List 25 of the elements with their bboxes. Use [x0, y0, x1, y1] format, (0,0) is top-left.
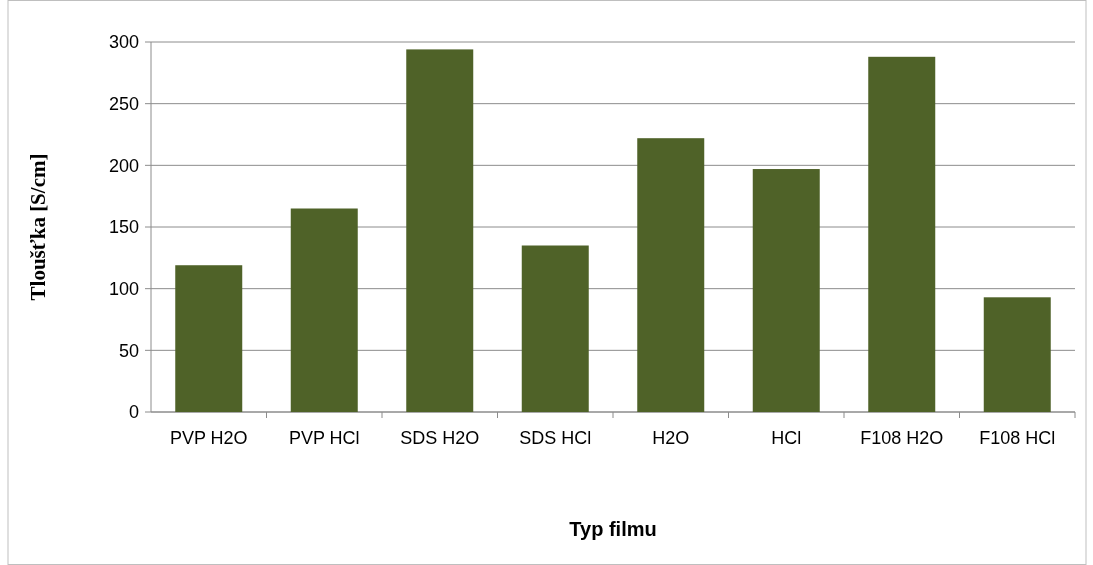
y-tick-label: 0 — [128, 402, 139, 423]
x-tick-label: F108 H2O — [860, 428, 944, 448]
x-axis-title: Typ filmu — [569, 518, 657, 540]
bar — [175, 265, 243, 412]
x-tick-label: PVP HCl — [288, 428, 360, 448]
bar — [637, 138, 705, 412]
bar — [983, 297, 1051, 412]
y-tick-label: 300 — [108, 32, 139, 53]
x-tick-label: SDS HCl — [519, 428, 592, 448]
y-tick-label: 50 — [118, 340, 139, 361]
bar — [406, 49, 474, 412]
bar — [752, 169, 820, 412]
x-tick-label: PVP H2O — [169, 428, 248, 448]
y-tick-label: 200 — [108, 155, 139, 176]
bar — [290, 208, 358, 412]
y-tick-label: 250 — [108, 93, 139, 114]
x-tick-label: F108 HCl — [979, 428, 1056, 448]
bar — [868, 56, 936, 412]
y-tick-label: 150 — [108, 217, 139, 238]
x-tick-label: SDS H2O — [400, 428, 480, 448]
y-axis-title: Tloušťka [S/cm] — [26, 153, 50, 301]
y-tick-label: 100 — [108, 278, 139, 299]
x-tick-label: HCl — [771, 428, 802, 448]
x-tick-label: H2O — [652, 428, 690, 448]
bar — [521, 245, 589, 412]
